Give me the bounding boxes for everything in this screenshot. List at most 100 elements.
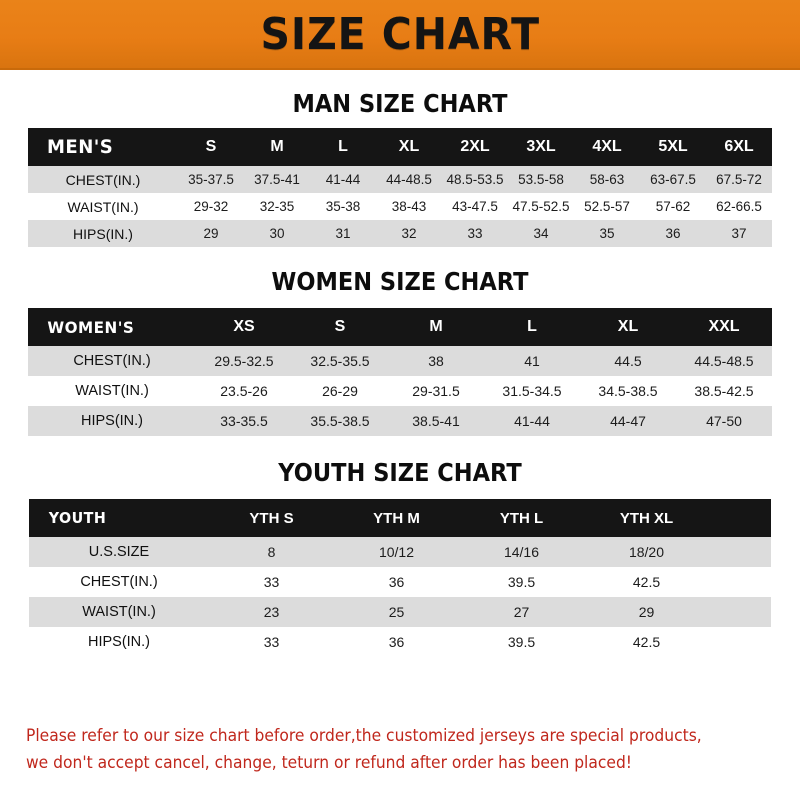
man-column-header: 3XL [526,138,556,155]
man-cell: 37 [731,226,747,241]
table-row: HIPS(IN.) 29 30 31 32 33 34 35 36 37 [28,220,772,247]
women-size-table: WOMEN'S XS S M L XL XXL CHEST(IN.) 29.5-32.5 32.5… [28,308,772,436]
disclaimer-note: Please refer to our size chart before or… [0,722,800,776]
youth-cell-empty [709,567,771,597]
women-cell: 31.5-34.5 [502,383,562,399]
youth-cell: 39.5 [507,634,536,650]
man-header-label: MEN'S [46,136,114,158]
women-cell: 33-35.5 [220,413,268,429]
man-column-header: S [205,138,217,155]
women-column-header: XXL [708,318,740,335]
youth-column-header-empty [709,499,771,537]
man-section-title: MAN SIZE CHART [292,89,508,118]
man-cell: 57-62 [655,199,691,214]
youth-row-label: WAIST(IN.) [82,604,156,620]
man-row-label: WAIST(IN.) [67,198,139,215]
women-cell: 44-47 [610,413,646,429]
youth-cell: 8 [267,544,276,560]
women-header-row: WOMEN'S XS S M L XL XXL [28,308,772,346]
disclaimer-line-1: Please refer to our size chart before or… [26,726,702,745]
table-row: CHEST(IN.) 29.5-32.5 32.5-35.5 38 41 44.5 44.5… [28,346,772,376]
man-cell: 62-66.5 [716,199,762,214]
man-column-header: L [338,138,348,155]
man-cell: 34 [533,226,549,241]
women-cell: 41-44 [514,413,550,429]
man-column-header: 6XL [724,138,754,155]
table-row: WAIST(IN.) 23 25 27 29 [29,597,771,627]
man-size-table: MEN'S S M L XL 2XL 3XL 4XL 5XL 6XL CHEST(IN.) 35-37… [28,128,772,247]
women-column-header: XL [617,318,639,335]
man-column-header: M [270,138,284,155]
youth-cell: 42.5 [632,574,661,590]
youth-row-label: U.S.SIZE [88,544,150,560]
table-row: HIPS(IN.) 33-35.5 35.5-38.5 38.5-41 41-44 44-… [28,406,772,436]
women-cell: 35.5-38.5 [310,413,370,429]
women-cell: 44.5-48.5 [694,353,754,369]
man-cell: 33 [467,226,483,241]
man-cell: 43-47.5 [452,199,498,214]
women-cell: 34.5-38.5 [598,383,658,399]
table-row: HIPS(IN.) 33 36 39.5 42.5 [29,627,771,657]
youth-table-body: YOUTH YTH S YTH M YTH L YTH XL U.S.SIZE 8 10/12… [29,499,771,657]
youth-cell: 36 [388,634,405,650]
man-header-row: MEN'S S M L XL 2XL 3XL 4XL 5XL 6XL [28,128,772,166]
youth-cell: 39.5 [507,574,536,590]
youth-header-label: YOUTH [48,509,107,527]
youth-cell-empty [709,597,771,627]
women-cell: 41 [524,353,540,369]
man-size-table-wrap: MEN'S S M L XL 2XL 3XL 4XL 5XL 6XL CHEST(IN.) 35-37… [28,128,772,247]
man-row-label: CHEST(IN.) [65,171,141,188]
man-cell: 35-38 [325,199,361,214]
man-cell: 41-44 [325,172,361,187]
youth-size-table: YOUTH YTH S YTH M YTH L YTH XL U.S.SIZE 8 10/12… [29,499,771,657]
women-section-title: WOMEN SIZE CHART [271,267,529,296]
youth-cell: 33 [263,574,280,590]
man-column-header: 4XL [592,138,622,155]
youth-cell: 23 [263,604,280,620]
page-banner: SIZE CHART [0,0,800,70]
women-cell: 38 [428,353,444,369]
table-row: CHEST(IN.) 35-37.5 37.5-41 41-44 44-48.5 48.5… [28,166,772,193]
women-cell: 23.5-26 [220,383,268,399]
youth-cell: 27 [513,604,530,620]
women-cell: 26-29 [322,383,358,399]
youth-cell: 25 [388,604,405,620]
youth-header-row: YOUTH YTH S YTH M YTH L YTH XL [29,499,771,537]
youth-cell: 14/16 [503,544,540,560]
youth-column-header: YTH M [373,509,420,527]
man-cell: 48.5-53.5 [446,172,504,187]
man-cell: 52.5-57 [584,199,630,214]
women-cell: 29.5-32.5 [214,353,274,369]
man-cell: 32-35 [259,199,295,214]
youth-cell: 42.5 [632,634,661,650]
man-cell: 35-37.5 [188,172,234,187]
women-cell: 38.5-41 [412,413,460,429]
page-title: SIZE CHART [260,8,540,60]
table-row: CHEST(IN.) 33 36 39.5 42.5 [29,567,771,597]
women-column-header: M [429,318,443,335]
youth-cell: 33 [263,634,280,650]
youth-size-table-wrap: YOUTH YTH S YTH M YTH L YTH XL U.S.SIZE 8 10/12… [29,499,771,657]
youth-cell-empty [709,537,771,567]
man-column-header: 2XL [460,138,490,155]
man-cell: 35 [599,226,615,241]
man-cell: 63-67.5 [650,172,696,187]
women-header-label: WOMEN'S [47,317,135,337]
women-cell: 47-50 [706,413,742,429]
youth-cell-empty [709,627,771,657]
man-cell: 29-32 [193,199,229,214]
man-cell: 44-48.5 [386,172,432,187]
youth-cell: 10/12 [378,544,415,560]
youth-cell: 36 [388,574,405,590]
women-cell: 32.5-35.5 [310,353,370,369]
man-column-header: XL [398,138,420,155]
man-cell: 31 [335,226,351,241]
women-size-table-wrap: WOMEN'S XS S M L XL XXL CHEST(IN.) 29.5-32.5 32.5… [28,308,772,436]
table-row: WAIST(IN.) 23.5-26 26-29 29-31.5 31.5-34.5 34… [28,376,772,406]
women-column-header: L [527,318,537,335]
man-cell: 37.5-41 [254,172,300,187]
man-row-label: HIPS(IN.) [73,225,133,242]
youth-column-header: YTH L [499,509,544,527]
women-column-header: S [334,318,346,335]
women-cell: 38.5-42.5 [694,383,754,399]
